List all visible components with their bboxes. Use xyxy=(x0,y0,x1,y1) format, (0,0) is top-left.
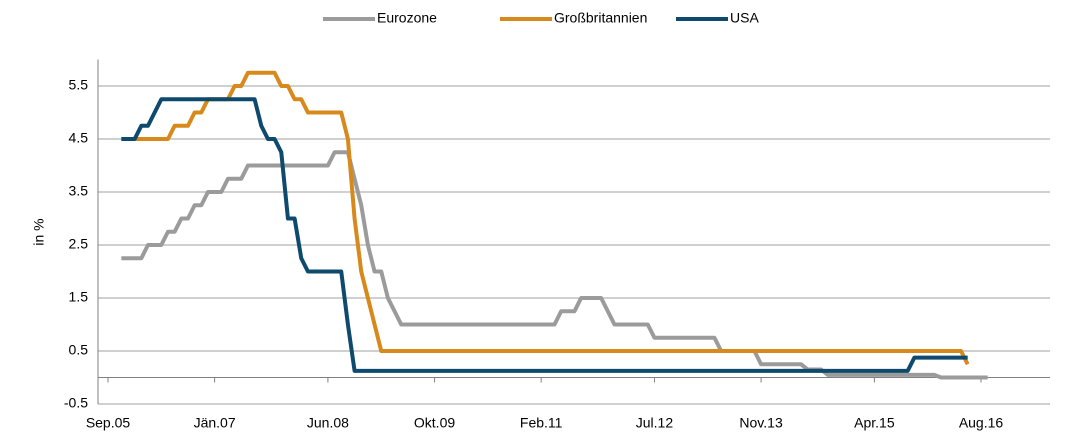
x-tick-label: Aug.16 xyxy=(959,415,1004,431)
series-line xyxy=(121,150,988,380)
x-tick-label: Apr.15 xyxy=(854,415,895,431)
x-tick-label: Sep.05 xyxy=(86,415,131,431)
y-tick-label: 2.5 xyxy=(69,236,89,252)
y-tick-label: 5.5 xyxy=(69,77,89,93)
x-tick-label: Nov.13 xyxy=(739,415,783,431)
x-tick-label: Jän.07 xyxy=(194,415,236,431)
x-tick-label: Jun.08 xyxy=(307,415,349,431)
legend-label: USA xyxy=(730,10,759,26)
series-line xyxy=(121,70,970,366)
legend-label: Eurozone xyxy=(377,10,437,26)
y-axis-label: in % xyxy=(31,218,47,245)
y-tick-label: -0.5 xyxy=(64,395,88,411)
y-tick-label: 0.5 xyxy=(69,342,89,358)
x-tick-label: Feb.11 xyxy=(520,415,563,431)
y-tick-label: 1.5 xyxy=(69,289,89,305)
series-line xyxy=(121,97,968,373)
x-tick-label: Okt.09 xyxy=(414,415,455,431)
y-tick-label: 4.5 xyxy=(69,130,89,146)
x-tick-label: Jul.12 xyxy=(636,415,674,431)
legend-label: Großbritannien xyxy=(554,10,647,26)
y-tick-label: 3.5 xyxy=(69,183,89,199)
